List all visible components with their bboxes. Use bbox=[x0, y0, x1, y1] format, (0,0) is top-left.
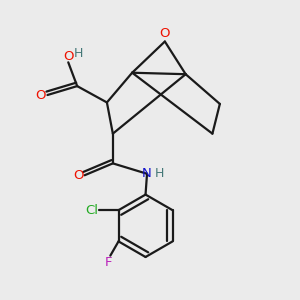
Text: H: H bbox=[74, 47, 83, 60]
Text: O: O bbox=[160, 27, 170, 40]
Text: N: N bbox=[142, 167, 152, 180]
Text: Cl: Cl bbox=[85, 204, 98, 217]
Text: O: O bbox=[63, 50, 74, 63]
Text: F: F bbox=[105, 256, 112, 269]
Text: H: H bbox=[155, 167, 164, 180]
Text: O: O bbox=[73, 169, 83, 182]
Text: O: O bbox=[36, 88, 46, 101]
